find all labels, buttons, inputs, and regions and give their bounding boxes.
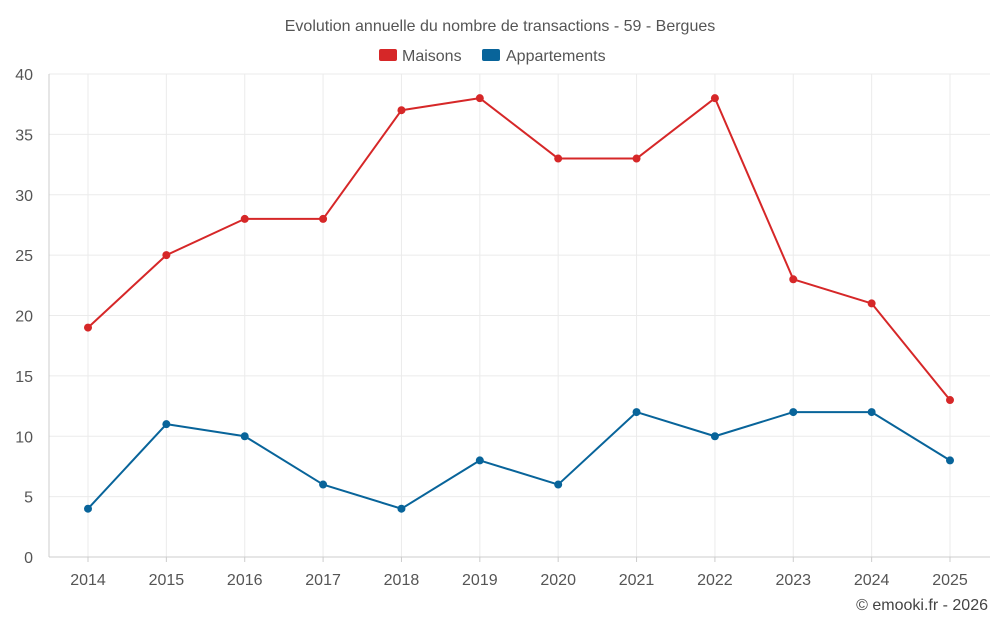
credit-text: © emooki.fr - 2026: [856, 597, 988, 614]
x-tick-label-2019: 2019: [462, 572, 498, 589]
data-point-maisons-2017[interactable]: [319, 214, 328, 223]
x-tick-label-2014: 2014: [70, 572, 106, 589]
x-tick-label-2020: 2020: [540, 572, 576, 589]
x-tick-label-2022: 2022: [697, 572, 733, 589]
data-point-appartements-2024[interactable]: [867, 408, 876, 417]
data-point-maisons-2021[interactable]: [632, 154, 641, 163]
y-tick-label-30: 30: [15, 188, 33, 205]
data-point-maisons-2025[interactable]: [946, 396, 954, 405]
data-point-maisons-2015[interactable]: [162, 251, 171, 260]
legend-swatch-maisons: [379, 49, 397, 61]
y-tick-label-10: 10: [15, 429, 33, 446]
y-tick-label-0: 0: [24, 550, 33, 567]
x-tick-label-2025: 2025: [932, 572, 968, 589]
y-tick-label-40: 40: [15, 67, 33, 84]
legend-swatch-appartements: [482, 49, 500, 61]
y-tick-label-15: 15: [15, 369, 33, 386]
series-line-maisons: [87, 97, 951, 402]
data-point-maisons-2018[interactable]: [397, 106, 406, 115]
data-point-maisons-2016[interactable]: [240, 214, 249, 223]
data-point-maisons-2023[interactable]: [789, 275, 798, 284]
data-point-appartements-2015[interactable]: [162, 420, 171, 429]
series-line-appartements: [87, 411, 951, 510]
x-tick-label-2015: 2015: [149, 572, 185, 589]
x-tick-label-2016: 2016: [227, 572, 263, 589]
legend: Maisons Appartements: [379, 48, 606, 65]
y-tick-label-5: 5: [24, 490, 33, 507]
data-point-appartements-2019[interactable]: [475, 456, 484, 465]
x-tick-label-2021: 2021: [619, 572, 655, 589]
chart-title: Evolution annuelle du nombre de transact…: [285, 18, 715, 35]
data-point-appartements-2016[interactable]: [240, 432, 249, 441]
data-point-appartements-2023[interactable]: [789, 408, 798, 417]
data-point-appartements-2014[interactable]: [84, 504, 92, 513]
data-point-maisons-2019[interactable]: [475, 94, 484, 103]
data-point-appartements-2021[interactable]: [632, 408, 641, 417]
series: [84, 94, 954, 513]
data-point-appartements-2017[interactable]: [319, 480, 328, 489]
x-tick-label-2018: 2018: [384, 572, 420, 589]
x-tick-label-2017: 2017: [305, 572, 341, 589]
data-point-maisons-2022[interactable]: [710, 94, 719, 103]
legend-label-appartements[interactable]: Appartements: [506, 48, 606, 65]
x-tick-label-2023: 2023: [775, 572, 811, 589]
data-point-maisons-2020[interactable]: [554, 154, 563, 163]
legend-label-maisons[interactable]: Maisons: [402, 48, 462, 65]
data-point-maisons-2024[interactable]: [867, 299, 876, 308]
y-tick-label-25: 25: [15, 248, 33, 265]
data-point-appartements-2018[interactable]: [397, 504, 406, 513]
data-point-appartements-2020[interactable]: [554, 480, 563, 489]
y-tick-label-20: 20: [15, 309, 33, 326]
grid: [49, 73, 990, 557]
data-point-maisons-2014[interactable]: [84, 323, 92, 332]
x-tick-label-2024: 2024: [854, 572, 890, 589]
data-point-appartements-2022[interactable]: [710, 432, 719, 441]
y-tick-label-35: 35: [15, 127, 33, 144]
data-point-appartements-2025[interactable]: [946, 456, 954, 465]
